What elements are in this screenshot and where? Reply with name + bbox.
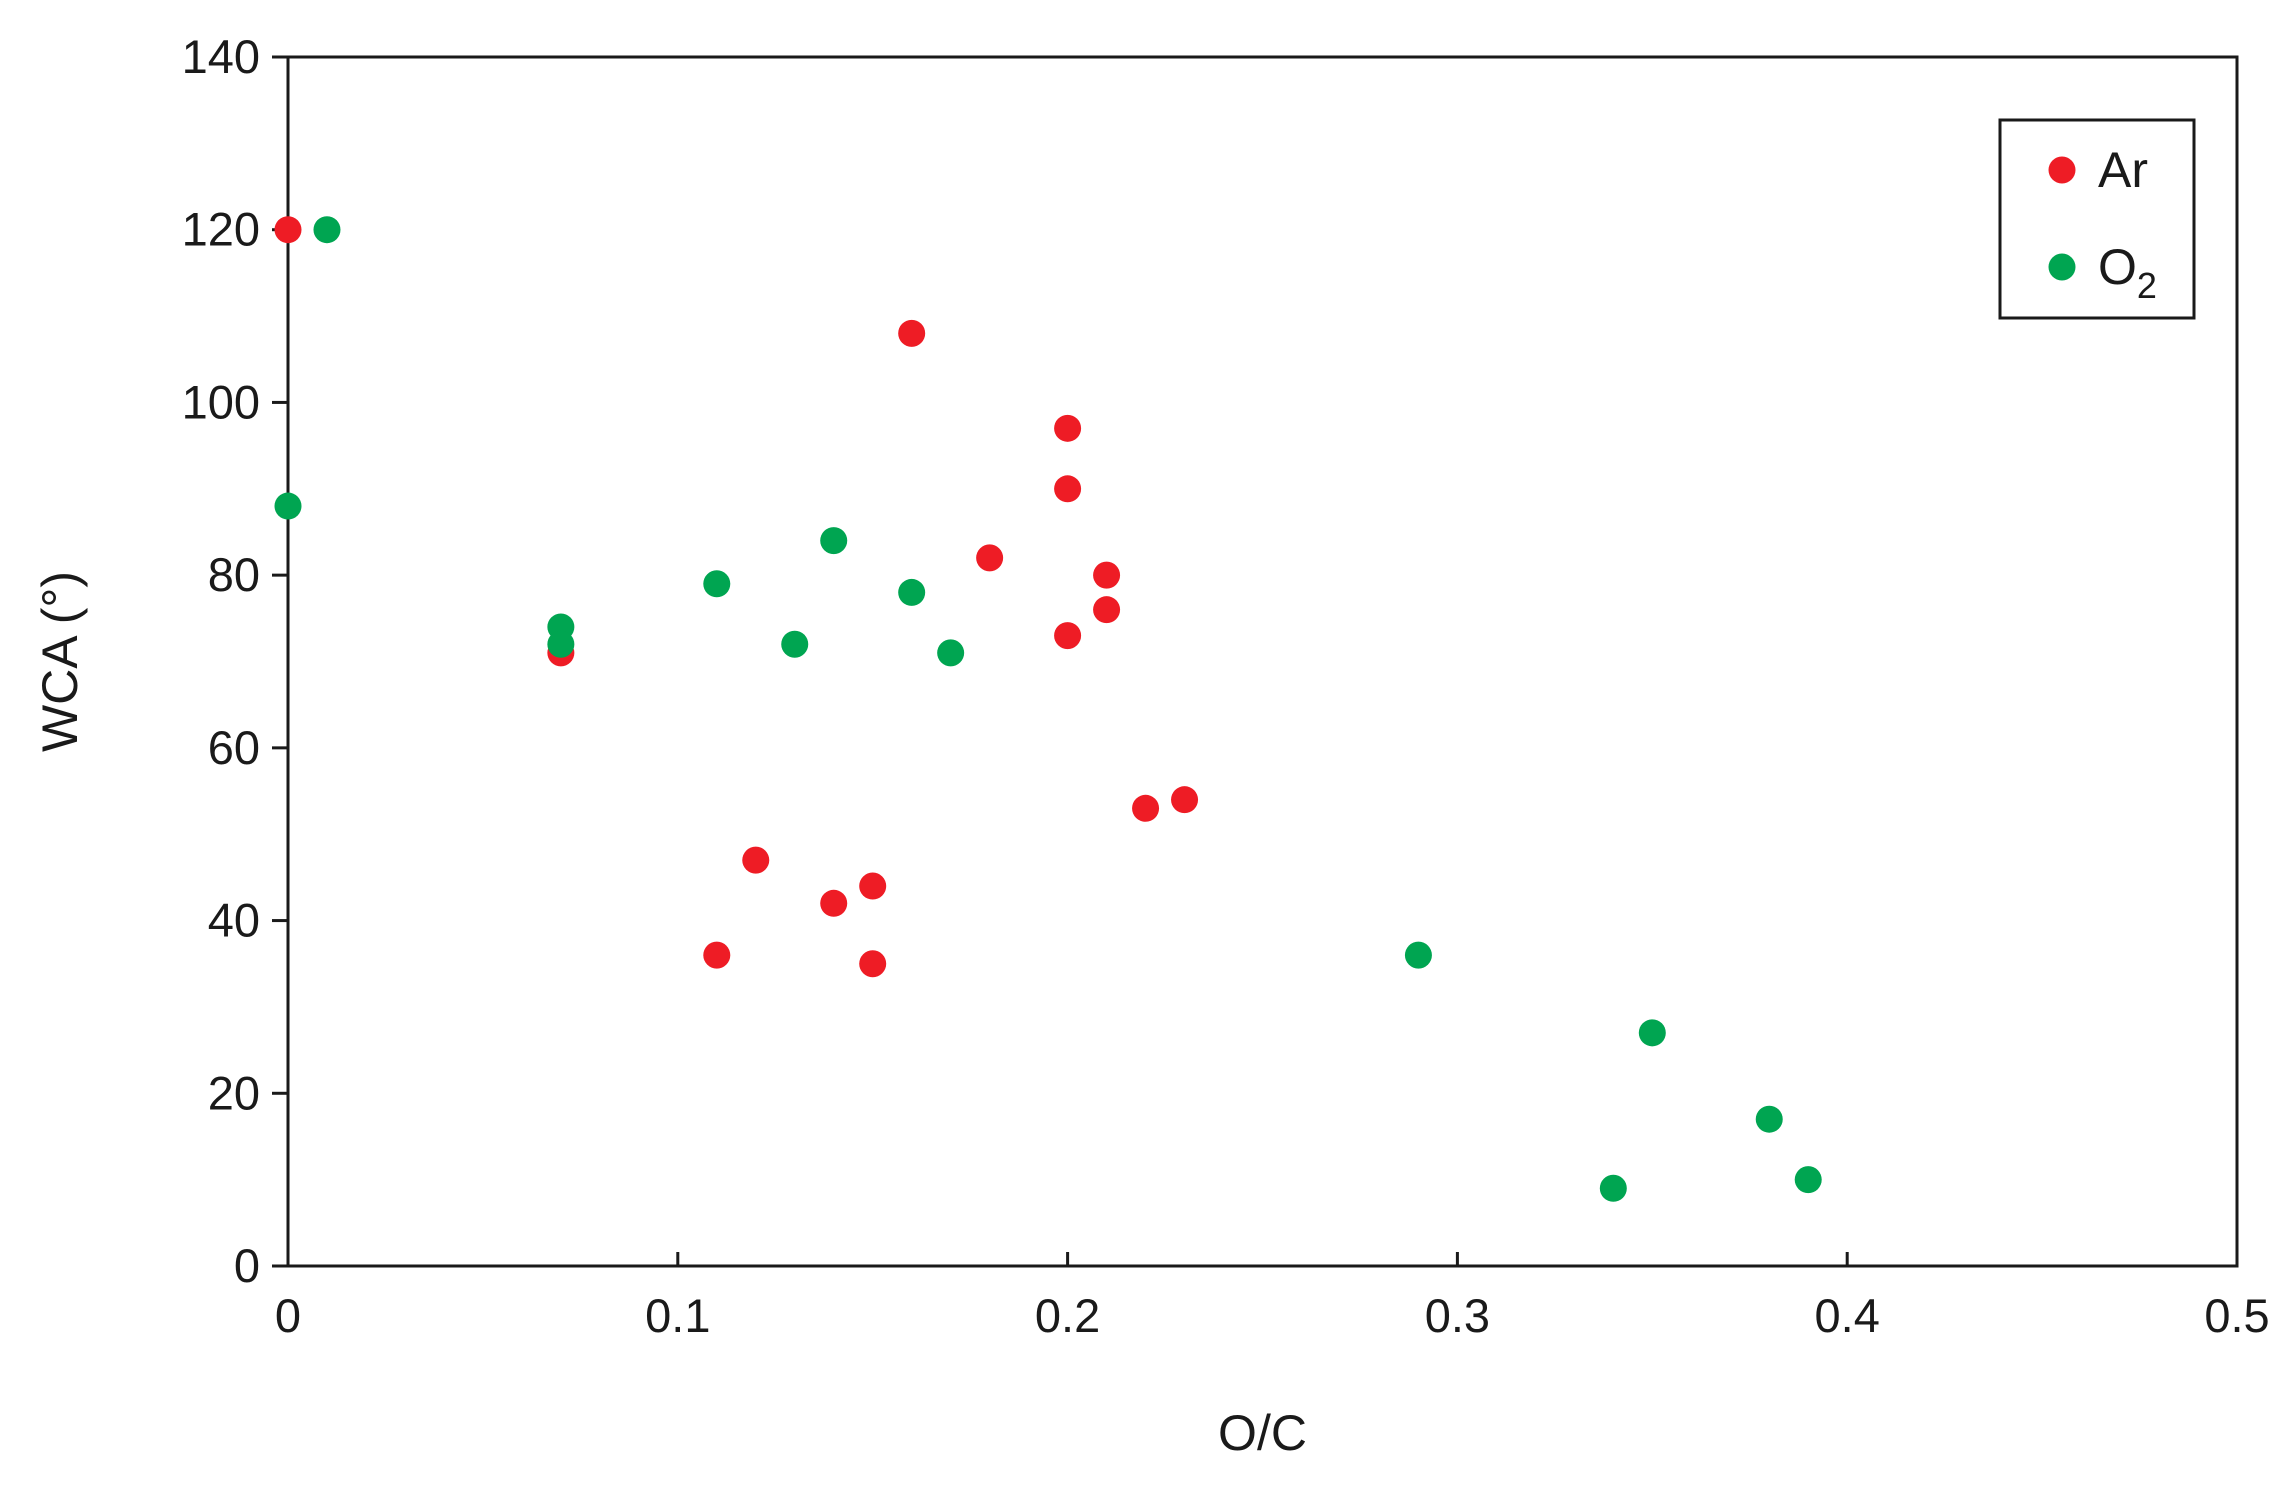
plot-border [286, 55, 2239, 1268]
data-point-ar [1054, 414, 1082, 442]
plot-area [286, 55, 2239, 1268]
data-points [274, 216, 1822, 1202]
series-o2 [274, 216, 1822, 1202]
data-point-o2 [1404, 941, 1432, 969]
data-point-o2 [820, 527, 848, 555]
x-tick-label: 0 [275, 1289, 301, 1342]
data-point-ar [1054, 475, 1082, 503]
x-tick-label: 0.1 [645, 1289, 710, 1342]
x-tick-label: 0.4 [1815, 1289, 1880, 1342]
data-point-ar [1093, 561, 1121, 589]
data-point-o2 [781, 630, 809, 658]
y-axis: 0 20 40 60 80 100 120 140 [182, 30, 288, 1292]
y-tick-label: 60 [208, 721, 260, 774]
data-point-o2 [1794, 1166, 1822, 1194]
legend: Ar O2 [1998, 118, 2196, 320]
data-point-ar [859, 872, 887, 900]
data-point-ar [1093, 596, 1121, 624]
x-tick-label: 0.5 [2204, 1289, 2269, 1342]
y-tick-label: 100 [182, 375, 260, 428]
y-tick-label: 40 [208, 894, 260, 947]
data-point-ar [742, 846, 770, 874]
data-point-ar [1132, 794, 1160, 822]
data-point-ar [1171, 786, 1199, 814]
data-point-o2 [937, 639, 965, 667]
data-point-ar [859, 950, 887, 978]
legend-marker-ar [2048, 156, 2076, 184]
y-tick-label: 140 [182, 30, 260, 83]
data-point-o2 [274, 492, 302, 520]
data-point-ar [898, 319, 926, 347]
legend-label-o2: O2 [2098, 239, 2157, 306]
x-axis: 0 0.1 0.2 0.3 0.4 0.5 [275, 1252, 2270, 1342]
legend-box [1998, 118, 2196, 320]
x-tick-label: 0.2 [1035, 1289, 1100, 1342]
data-point-ar [1054, 622, 1082, 650]
data-point-o2 [1638, 1019, 1666, 1047]
y-axis-title: WCA (°) [32, 571, 88, 752]
data-point-ar [274, 216, 302, 244]
x-tick-label: 0.3 [1425, 1289, 1490, 1342]
data-point-o2 [1599, 1174, 1627, 1202]
y-tick-label: 0 [234, 1239, 260, 1292]
data-point-o2 [547, 630, 575, 658]
data-point-ar [703, 941, 731, 969]
data-point-ar [976, 544, 1004, 572]
data-point-o2 [1755, 1105, 1783, 1133]
legend-label-ar: Ar [2098, 142, 2148, 198]
y-tick-label: 20 [208, 1066, 260, 1119]
y-tick-label: 120 [182, 203, 260, 256]
y-tick-label: 80 [208, 548, 260, 601]
series-ar [274, 216, 1199, 978]
data-point-ar [820, 889, 848, 917]
x-axis-title: O/C [1218, 1405, 1307, 1461]
data-point-o2 [703, 570, 731, 598]
data-point-o2 [313, 216, 341, 244]
legend-marker-o2 [2048, 253, 2076, 281]
data-point-o2 [898, 578, 926, 606]
